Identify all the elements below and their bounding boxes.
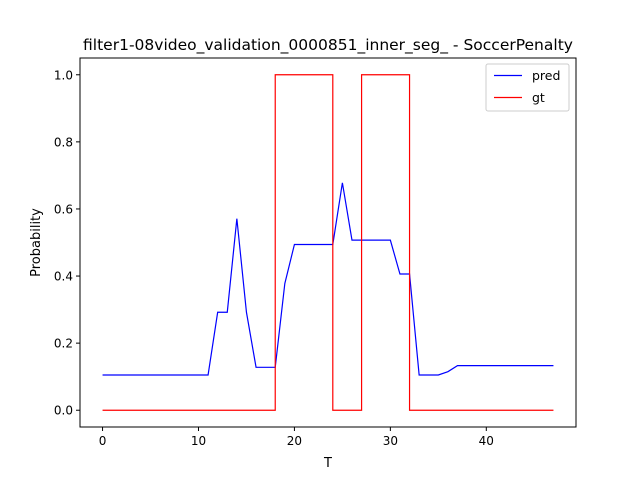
y-tick-label: 0.8 bbox=[54, 135, 73, 149]
axes-frame bbox=[79, 57, 577, 428]
x-tick-label: 30 bbox=[383, 434, 398, 448]
x-tick-label: 20 bbox=[287, 434, 302, 448]
x-axis-ticks: 0 10 20 30 40 bbox=[99, 427, 494, 448]
series-line-gt bbox=[102, 74, 554, 411]
y-tick-label: 0.0 bbox=[54, 404, 73, 418]
y-tick-label: 0.2 bbox=[54, 337, 73, 351]
y-tick-label: 0.6 bbox=[54, 202, 73, 216]
series-line-pred bbox=[102, 182, 554, 376]
x-tick-label: 0 bbox=[99, 434, 107, 448]
legend-label-gt: gt bbox=[532, 90, 545, 105]
chart-title: filter1-08video_validation_0000851_inner… bbox=[83, 36, 573, 55]
x-tick-label: 40 bbox=[479, 434, 494, 448]
y-axis-ticks: 0.0 0.2 0.4 0.6 0.8 1.0 bbox=[54, 68, 80, 418]
legend-label-pred: pred bbox=[532, 68, 560, 83]
y-axis-label: Probability bbox=[29, 208, 44, 277]
x-tick-label: 10 bbox=[191, 434, 206, 448]
y-tick-label: 0.4 bbox=[54, 270, 73, 284]
x-axis-label: T bbox=[323, 456, 332, 471]
y-tick-label: 1.0 bbox=[54, 68, 73, 82]
series-layer bbox=[102, 74, 554, 411]
legend: pred gt bbox=[485, 63, 570, 112]
